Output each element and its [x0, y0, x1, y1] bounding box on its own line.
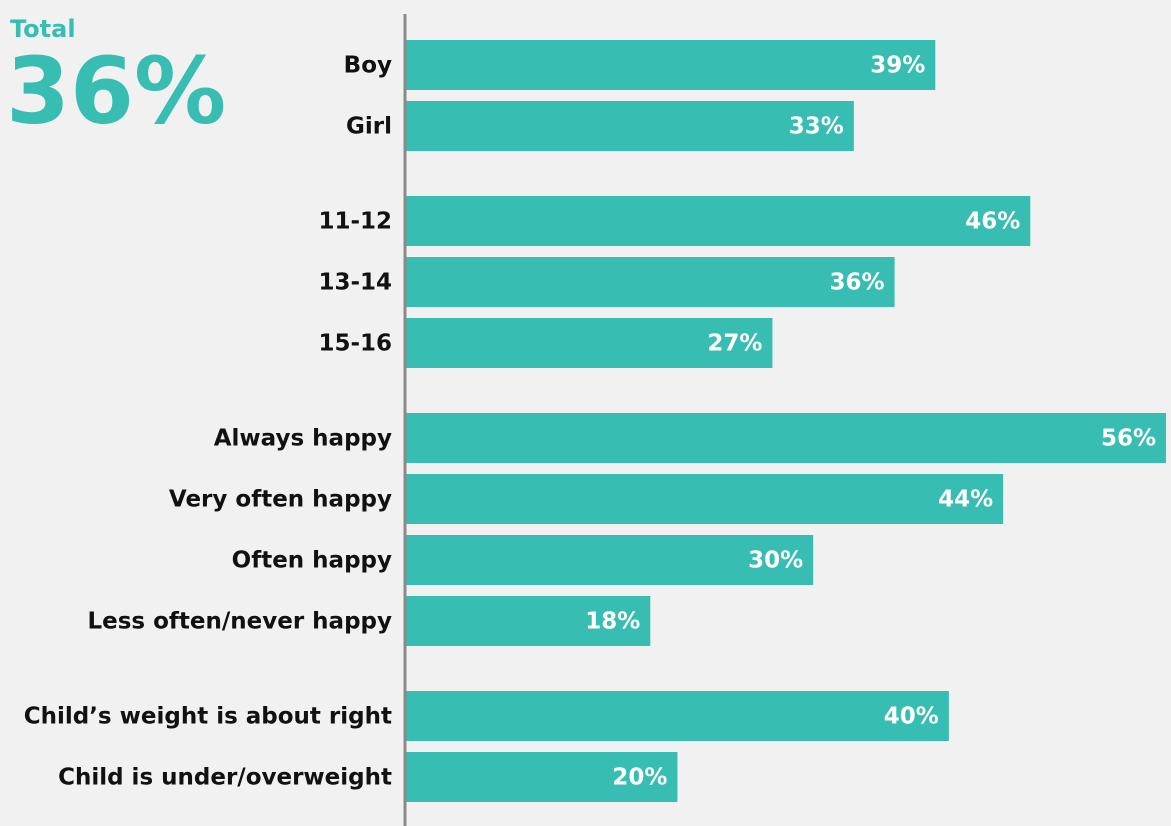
total-value: 36%: [6, 37, 226, 144]
bar: [406, 691, 949, 741]
bar: [406, 596, 651, 646]
value-label: 46%: [965, 209, 1020, 235]
category-label: Boy: [344, 53, 392, 79]
category-label: 13-14: [318, 270, 392, 296]
category-label: Child’s weight is about right: [24, 704, 392, 730]
value-label: 36%: [830, 270, 885, 296]
bar: [406, 101, 854, 151]
bar: [406, 535, 814, 585]
category-label: Often happy: [232, 548, 392, 574]
category-label: Very often happy: [169, 487, 392, 513]
value-label: 40%: [884, 704, 939, 730]
category-label: Girl: [346, 114, 392, 140]
value-label: 27%: [707, 331, 762, 357]
category-label: Child is under/overweight: [58, 765, 392, 791]
value-label: 44%: [938, 487, 993, 513]
bar: [406, 257, 895, 307]
value-label: 18%: [585, 609, 640, 635]
bar: [406, 474, 1004, 524]
value-label: 30%: [748, 548, 803, 574]
value-label: 33%: [789, 114, 844, 140]
value-label: 56%: [1101, 426, 1156, 452]
bar: [406, 40, 936, 90]
category-label: Less often/never happy: [87, 609, 392, 635]
category-label: 11-12: [318, 209, 392, 235]
value-label: 39%: [870, 53, 925, 79]
bar: [406, 196, 1031, 246]
category-label: 15-16: [318, 331, 392, 357]
category-label: Always happy: [214, 426, 392, 452]
total-label: Total: [10, 15, 76, 43]
bar: [406, 752, 678, 802]
value-label: 20%: [612, 765, 667, 791]
bar: [406, 318, 773, 368]
bar: [406, 413, 1166, 463]
